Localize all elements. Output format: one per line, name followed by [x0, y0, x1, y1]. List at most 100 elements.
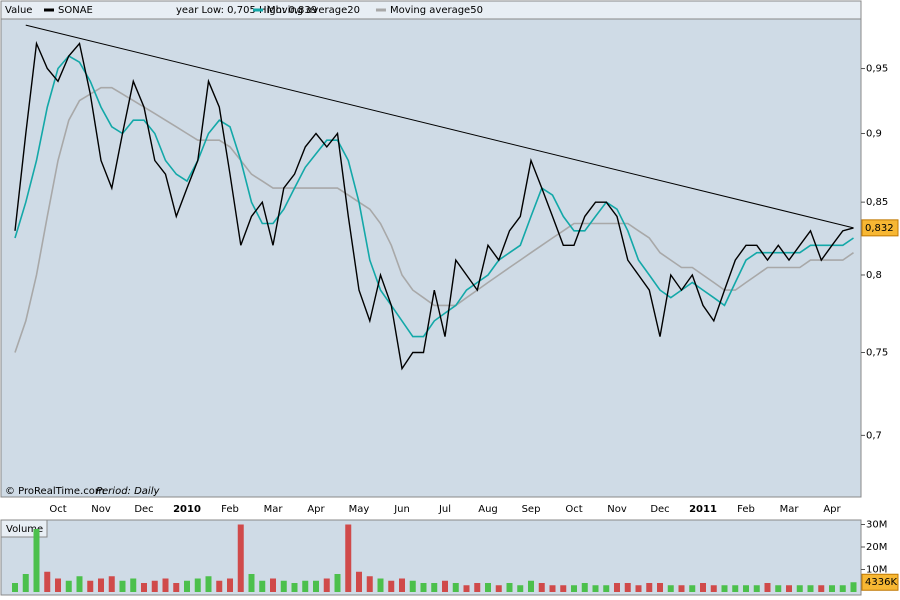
volume-bar — [420, 583, 427, 592]
volume-bar — [442, 580, 448, 592]
volume-bar — [614, 583, 620, 592]
volume-bar — [732, 585, 739, 592]
volume-bar — [431, 583, 438, 592]
volume-bar — [87, 580, 94, 592]
volume-bar — [377, 578, 384, 592]
volume-bar — [667, 585, 674, 592]
last-value-label: 0,832 — [865, 223, 894, 234]
volume-bar — [33, 529, 40, 592]
volume-bar — [162, 578, 169, 592]
last-value-label: 4336K — [865, 577, 897, 588]
volume-bar — [345, 524, 352, 592]
series-line — [14, 54, 854, 338]
x-tick-label: Aug — [478, 504, 498, 515]
volume-bar — [356, 571, 362, 592]
legend-label: SONAE — [58, 5, 93, 16]
volume-bar — [22, 574, 29, 592]
volume-bar — [657, 583, 663, 592]
volume-bar — [313, 580, 319, 592]
volume-bar — [194, 578, 201, 592]
volume-bar — [280, 580, 287, 592]
legend-label: Moving average50 — [390, 5, 483, 16]
volume-bar — [710, 585, 717, 592]
volume-bar — [76, 576, 83, 592]
volume-bar — [248, 574, 255, 592]
x-tick-label: Mar — [264, 504, 284, 515]
x-tick-label: Sep — [522, 504, 541, 515]
y-tick-label: 0,95 — [866, 64, 888, 75]
volume-bar — [184, 580, 190, 592]
volume-bar — [678, 585, 685, 592]
volume-bar — [141, 583, 147, 592]
volume-bar — [259, 580, 266, 592]
x-tick-label: Dec — [134, 504, 153, 515]
x-tick-label: Nov — [607, 504, 627, 515]
volume-bar — [65, 580, 72, 592]
volume-bar — [44, 571, 51, 592]
volume-bar — [55, 578, 61, 592]
x-tick-label: Dec — [650, 504, 669, 515]
volume-bar — [108, 576, 115, 592]
volume-bar — [689, 585, 696, 592]
volume-bar — [12, 583, 18, 592]
volume-bar — [796, 585, 803, 592]
volume-panel — [0, 519, 862, 596]
volume-bar — [538, 583, 545, 592]
volume-bar — [743, 585, 749, 592]
credit: © ProRealTime.com — [5, 486, 105, 497]
volume-bar — [829, 585, 835, 592]
x-tick-label: Feb — [221, 504, 239, 515]
volume-bar — [130, 578, 137, 592]
x-tick-label: Oct — [49, 504, 66, 515]
volume-bar — [764, 583, 771, 592]
y-tick-label: 30M — [866, 520, 887, 531]
y-tick-label: 0,7 — [866, 430, 882, 441]
volume-bar — [807, 585, 814, 592]
y-tick-label: 10M — [866, 565, 887, 576]
x-tick-label: Mar — [780, 504, 800, 515]
x-tick-label: May — [349, 504, 370, 515]
last-value-box — [861, 573, 899, 591]
volume-bar — [581, 583, 588, 592]
header-note: year Low: 0,705 High: 0,839 — [176, 5, 317, 16]
trendline — [25, 24, 854, 229]
y-tick-label: 0,85 — [866, 197, 888, 208]
volume-bar — [216, 580, 223, 592]
volume-bar — [151, 580, 158, 592]
volume-bar — [721, 585, 728, 592]
x-tick-label: Jul — [438, 504, 451, 515]
volume-bar — [452, 583, 459, 592]
volume-bar — [98, 578, 104, 592]
volume-bar — [528, 580, 534, 592]
volume-bar — [334, 574, 341, 592]
y-tick-label: 0,8 — [866, 270, 882, 281]
volume-bar — [291, 583, 298, 592]
volume-bar — [302, 580, 309, 592]
volume-bar — [850, 582, 857, 592]
volume-bar — [786, 585, 792, 592]
volume-bar — [409, 580, 416, 592]
volume-bar — [775, 585, 782, 592]
x-tick-label: Oct — [565, 504, 582, 515]
y-tick-label: 20M — [866, 542, 887, 553]
volume-bar — [549, 585, 556, 592]
volume-bar — [700, 583, 706, 592]
x-tick-label: Feb — [737, 504, 755, 515]
volume-bar — [323, 578, 330, 592]
x-tick-label: Apr — [823, 504, 841, 515]
volume-bar — [463, 585, 470, 592]
legend-label: Moving average20 — [267, 5, 360, 16]
y-tick-label: 0,75 — [866, 348, 888, 359]
volume-bar — [237, 524, 244, 592]
volume-bar — [560, 585, 567, 592]
series-line — [14, 86, 854, 353]
x-tick-label: Nov — [91, 504, 111, 515]
x-tick-label: Jun — [393, 504, 410, 515]
volume-bar — [205, 576, 212, 592]
volume-bar — [624, 583, 631, 592]
volume-bar — [839, 585, 846, 592]
volume-bar — [592, 585, 599, 592]
volume-bar — [818, 585, 825, 592]
volume-bar — [646, 583, 653, 592]
volume-bar — [571, 585, 577, 592]
